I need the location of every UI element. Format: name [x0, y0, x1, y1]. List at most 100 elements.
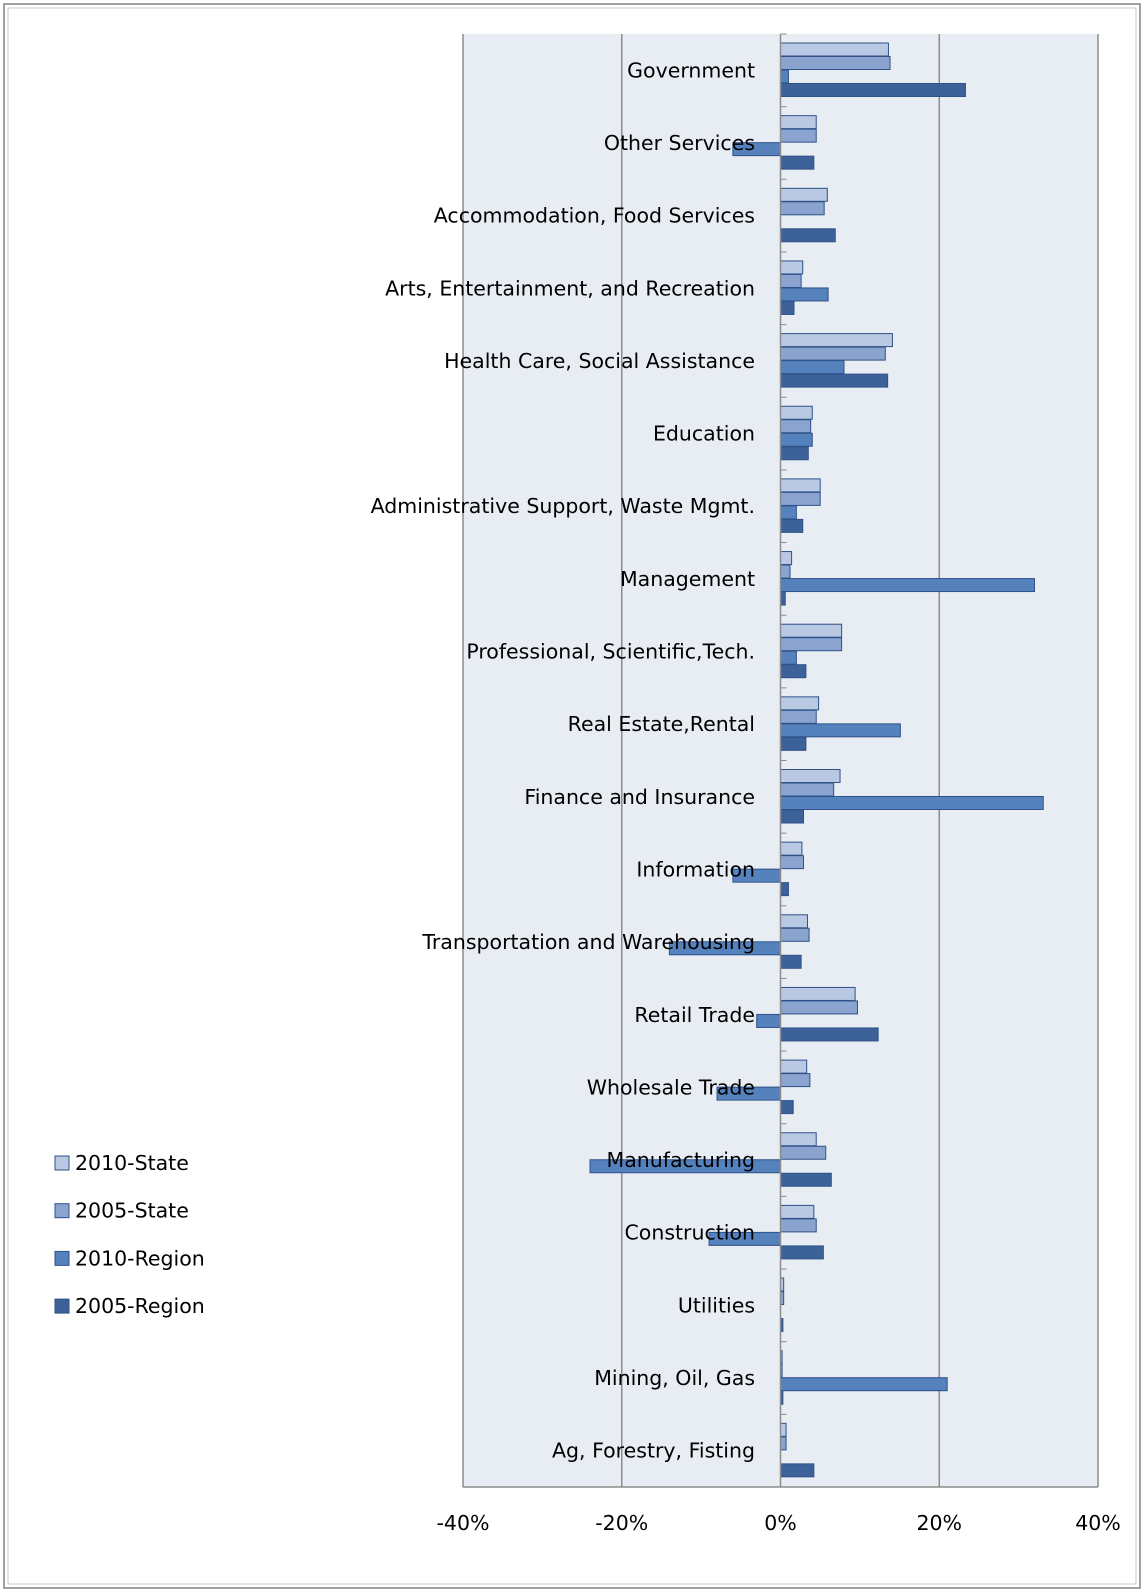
bar	[780, 69, 789, 84]
bar	[780, 1172, 832, 1187]
bar	[780, 333, 893, 348]
category-label: Real Estate,Rental	[568, 712, 755, 736]
bar	[780, 360, 845, 375]
category-label: Education	[653, 422, 755, 446]
bar	[780, 914, 808, 929]
category-labels: Government Other Services Accommodation, F…	[371, 58, 755, 1462]
bar	[780, 855, 805, 870]
bar	[780, 841, 803, 856]
category-label: Other Services	[604, 131, 755, 155]
legend: 2010-State 2005-State 2010-Region 2005-Regi…	[54, 1151, 205, 1318]
bar	[780, 491, 821, 506]
legend-swatch	[54, 1155, 70, 1171]
bar	[756, 1013, 781, 1028]
category-label: Retail Trade	[634, 1003, 755, 1027]
bar	[780, 505, 797, 520]
category-label: Accommodation, Food Services	[434, 204, 755, 228]
bar	[780, 432, 813, 447]
bar	[780, 1100, 794, 1115]
bar	[780, 56, 891, 70]
plot-area	[462, 33, 1099, 1488]
bar	[780, 155, 815, 170]
bar	[780, 1218, 817, 1233]
bar	[780, 1204, 815, 1219]
category-label: Finance and Insurance	[524, 785, 755, 809]
bar	[780, 1000, 858, 1015]
bar	[780, 1377, 948, 1392]
bar	[780, 260, 804, 275]
legend-label: 2010-State	[75, 1151, 189, 1175]
bar	[780, 954, 802, 969]
category-label: Mining, Oil, Gas	[594, 1366, 755, 1390]
bar	[780, 696, 820, 711]
bar	[780, 83, 966, 97]
bar	[780, 1027, 879, 1042]
bar	[780, 373, 889, 388]
bar	[780, 1145, 827, 1160]
x-tick-label: 0%	[764, 1511, 797, 1535]
bar	[780, 128, 817, 143]
category-label: Wholesale Trade	[587, 1075, 755, 1099]
bar	[780, 287, 829, 302]
legend-swatch	[54, 1250, 70, 1266]
category-label: Manufacturing	[607, 1148, 755, 1172]
bar	[780, 736, 807, 751]
x-tick-label: 20%	[916, 1511, 962, 1535]
category-label: Construction	[624, 1221, 755, 1245]
category-label: Health Care, Social Assistance	[444, 349, 755, 373]
legend-label: 2005-Region	[75, 1294, 205, 1318]
bar	[780, 1463, 815, 1478]
category-label: Management	[620, 567, 755, 591]
bar	[780, 1073, 811, 1088]
category-label: Government	[627, 58, 755, 82]
legend-swatch	[54, 1203, 70, 1219]
bar	[780, 446, 809, 461]
bar	[780, 201, 825, 216]
bar	[780, 927, 810, 942]
bar	[780, 42, 889, 57]
category-label: Information	[636, 857, 755, 881]
category-label: Professional, Scientific,Tech.	[466, 640, 755, 664]
bar	[780, 551, 793, 566]
x-axis-tick-labels: -40% -20% 0% 20% 40%	[437, 1511, 1121, 1535]
legend-swatch	[54, 1298, 70, 1314]
bar	[780, 782, 835, 797]
x-tick-label: -20%	[595, 1511, 648, 1535]
inner-border	[7, 7, 1137, 1585]
bar	[780, 478, 821, 493]
bar	[780, 1422, 787, 1437]
x-tick-label: 40%	[1075, 1511, 1121, 1535]
bar	[780, 300, 795, 315]
legend-label: 2005-State	[75, 1199, 189, 1223]
bar	[780, 273, 802, 288]
category-label: Transportation and Warehousing	[421, 930, 755, 954]
bar	[780, 346, 886, 361]
bar	[780, 664, 807, 679]
bar	[780, 405, 813, 420]
bar	[780, 564, 791, 579]
bar	[780, 637, 843, 652]
bar	[780, 1059, 808, 1074]
bar	[780, 650, 797, 665]
legend-label: 2010-Region	[75, 1246, 205, 1270]
bar	[780, 1132, 817, 1147]
category-label: Ag, Forestry, Fisting	[552, 1439, 755, 1463]
category-label: Arts, Entertainment, and Recreation	[385, 276, 755, 300]
bar	[780, 709, 817, 724]
bar	[780, 518, 804, 533]
bar	[780, 115, 817, 130]
bar	[780, 796, 1044, 810]
bar	[780, 769, 841, 783]
bar	[780, 1245, 824, 1260]
category-label: Administrative Support, Waste Mgmt.	[371, 494, 755, 518]
bar	[780, 419, 812, 434]
bar	[780, 187, 828, 202]
bar	[780, 623, 843, 638]
bar	[780, 986, 856, 1001]
bar	[780, 809, 805, 824]
bar	[780, 1436, 787, 1451]
bar	[780, 578, 1035, 593]
category-label: Utilities	[678, 1293, 755, 1317]
bar	[780, 723, 901, 738]
